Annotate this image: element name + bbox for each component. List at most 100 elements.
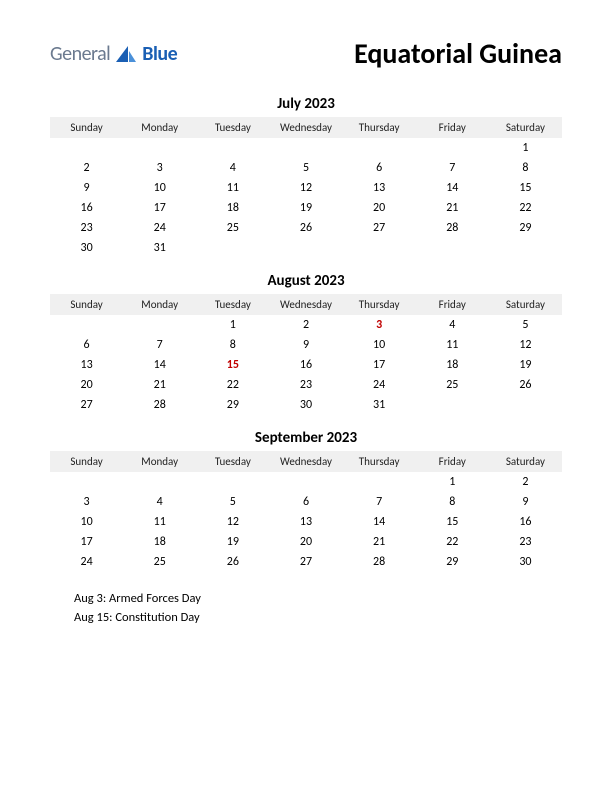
calendar-cell: 10 (343, 335, 416, 355)
calendar-cell: 24 (50, 552, 123, 572)
logo-text-general: General (50, 42, 110, 66)
calendar-cell: 31 (343, 395, 416, 415)
calendar-cell: 15 (489, 178, 562, 198)
calendar-cell: 1 (196, 315, 269, 335)
calendar-cell: 27 (269, 552, 342, 572)
calendar-cell: 2 (489, 472, 562, 492)
calendar-cell: 10 (123, 178, 196, 198)
calendar-cell: 3 (343, 315, 416, 335)
calendar-row: 10111213141516 (50, 512, 562, 532)
holiday-list: Aug 3: Armed Forces Day Aug 15: Constitu… (50, 590, 562, 628)
calendar-cell: 13 (269, 512, 342, 532)
calendar-cell: 29 (196, 395, 269, 415)
calendar-row: 20212223242526 (50, 375, 562, 395)
calendar-cell: 26 (489, 375, 562, 395)
calendar-cell (269, 238, 342, 258)
calendar-cell: 28 (343, 552, 416, 572)
calendar-cell: 14 (416, 178, 489, 198)
calendar-row: 1 (50, 138, 562, 158)
calendar-cell: 11 (416, 335, 489, 355)
calendar-cell: 3 (50, 492, 123, 512)
calendar-cell: 16 (50, 198, 123, 218)
calendar-cell: 11 (123, 512, 196, 532)
calendar-cell: 28 (416, 218, 489, 238)
calendar-cell (196, 138, 269, 158)
calendar-cell: 29 (416, 552, 489, 572)
calendar-row: 12 (50, 472, 562, 492)
calendar-cell: 16 (489, 512, 562, 532)
day-header: Sunday (50, 451, 123, 472)
calendar-cell: 15 (416, 512, 489, 532)
calendar-cell: 13 (50, 355, 123, 375)
calendar-row: 12345 (50, 315, 562, 335)
calendar-cell: 18 (196, 198, 269, 218)
day-header: Thursday (343, 294, 416, 315)
logo-text-blue: Blue (142, 42, 177, 66)
calendar-cell (50, 315, 123, 335)
calendar-cell: 8 (416, 492, 489, 512)
calendar-cell: 8 (196, 335, 269, 355)
calendar-cell: 11 (196, 178, 269, 198)
calendar-row: 9101112131415 (50, 178, 562, 198)
calendar-row: 17181920212223 (50, 532, 562, 552)
calendar-cell (123, 472, 196, 492)
calendar-cell: 19 (196, 532, 269, 552)
holiday-entry: Aug 15: Constitution Day (74, 609, 562, 628)
calendar-cell: 30 (50, 238, 123, 258)
day-header: Sunday (50, 294, 123, 315)
day-header: Thursday (343, 451, 416, 472)
calendar-cell: 23 (50, 218, 123, 238)
day-header: Tuesday (196, 451, 269, 472)
day-header: Monday (123, 117, 196, 138)
calendar-cell: 21 (123, 375, 196, 395)
calendar-cell: 25 (123, 552, 196, 572)
calendar-cell (196, 472, 269, 492)
calendar-row: 3031 (50, 238, 562, 258)
day-header: Wednesday (269, 451, 342, 472)
logo-sail-icon (114, 44, 138, 64)
day-header: Friday (416, 294, 489, 315)
calendar-cell (196, 238, 269, 258)
day-header: Thursday (343, 117, 416, 138)
calendar-cell: 2 (50, 158, 123, 178)
day-header: Tuesday (196, 294, 269, 315)
calendar-cell: 27 (343, 218, 416, 238)
calendar-cell: 17 (343, 355, 416, 375)
calendar-cell: 20 (269, 532, 342, 552)
calendar-cell: 3 (123, 158, 196, 178)
calendar-cell: 25 (196, 218, 269, 238)
month-block: July 2023SundayMondayTuesdayWednesdayThu… (50, 95, 562, 258)
calendar-cell: 18 (416, 355, 489, 375)
calendar-table: SundayMondayTuesdayWednesdayThursdayFrid… (50, 294, 562, 415)
calendar-row: 2728293031 (50, 395, 562, 415)
calendar-cell: 15 (196, 355, 269, 375)
calendar-cell: 30 (269, 395, 342, 415)
calendar-cell: 12 (269, 178, 342, 198)
calendar-cell: 19 (269, 198, 342, 218)
page-title: Equatorial Guinea (354, 36, 562, 71)
calendar-row: 16171819202122 (50, 198, 562, 218)
calendar-cell: 25 (416, 375, 489, 395)
calendar-cell (343, 472, 416, 492)
page-header: General Blue Equatorial Guinea (50, 36, 562, 71)
month-block: August 2023SundayMondayTuesdayWednesdayT… (50, 272, 562, 415)
calendar-row: 6789101112 (50, 335, 562, 355)
calendar-container: July 2023SundayMondayTuesdayWednesdayThu… (50, 95, 562, 572)
calendar-cell: 14 (123, 355, 196, 375)
calendar-cell: 4 (196, 158, 269, 178)
calendar-cell: 9 (269, 335, 342, 355)
calendar-cell: 9 (50, 178, 123, 198)
calendar-cell (269, 472, 342, 492)
calendar-cell: 28 (123, 395, 196, 415)
calendar-row: 23242526272829 (50, 218, 562, 238)
day-header: Saturday (489, 117, 562, 138)
calendar-cell: 18 (123, 532, 196, 552)
calendar-cell: 13 (343, 178, 416, 198)
calendar-cell: 22 (196, 375, 269, 395)
calendar-cell (416, 138, 489, 158)
day-header: Friday (416, 451, 489, 472)
day-header: Saturday (489, 294, 562, 315)
calendar-cell (343, 138, 416, 158)
calendar-cell: 7 (416, 158, 489, 178)
calendar-cell: 26 (269, 218, 342, 238)
